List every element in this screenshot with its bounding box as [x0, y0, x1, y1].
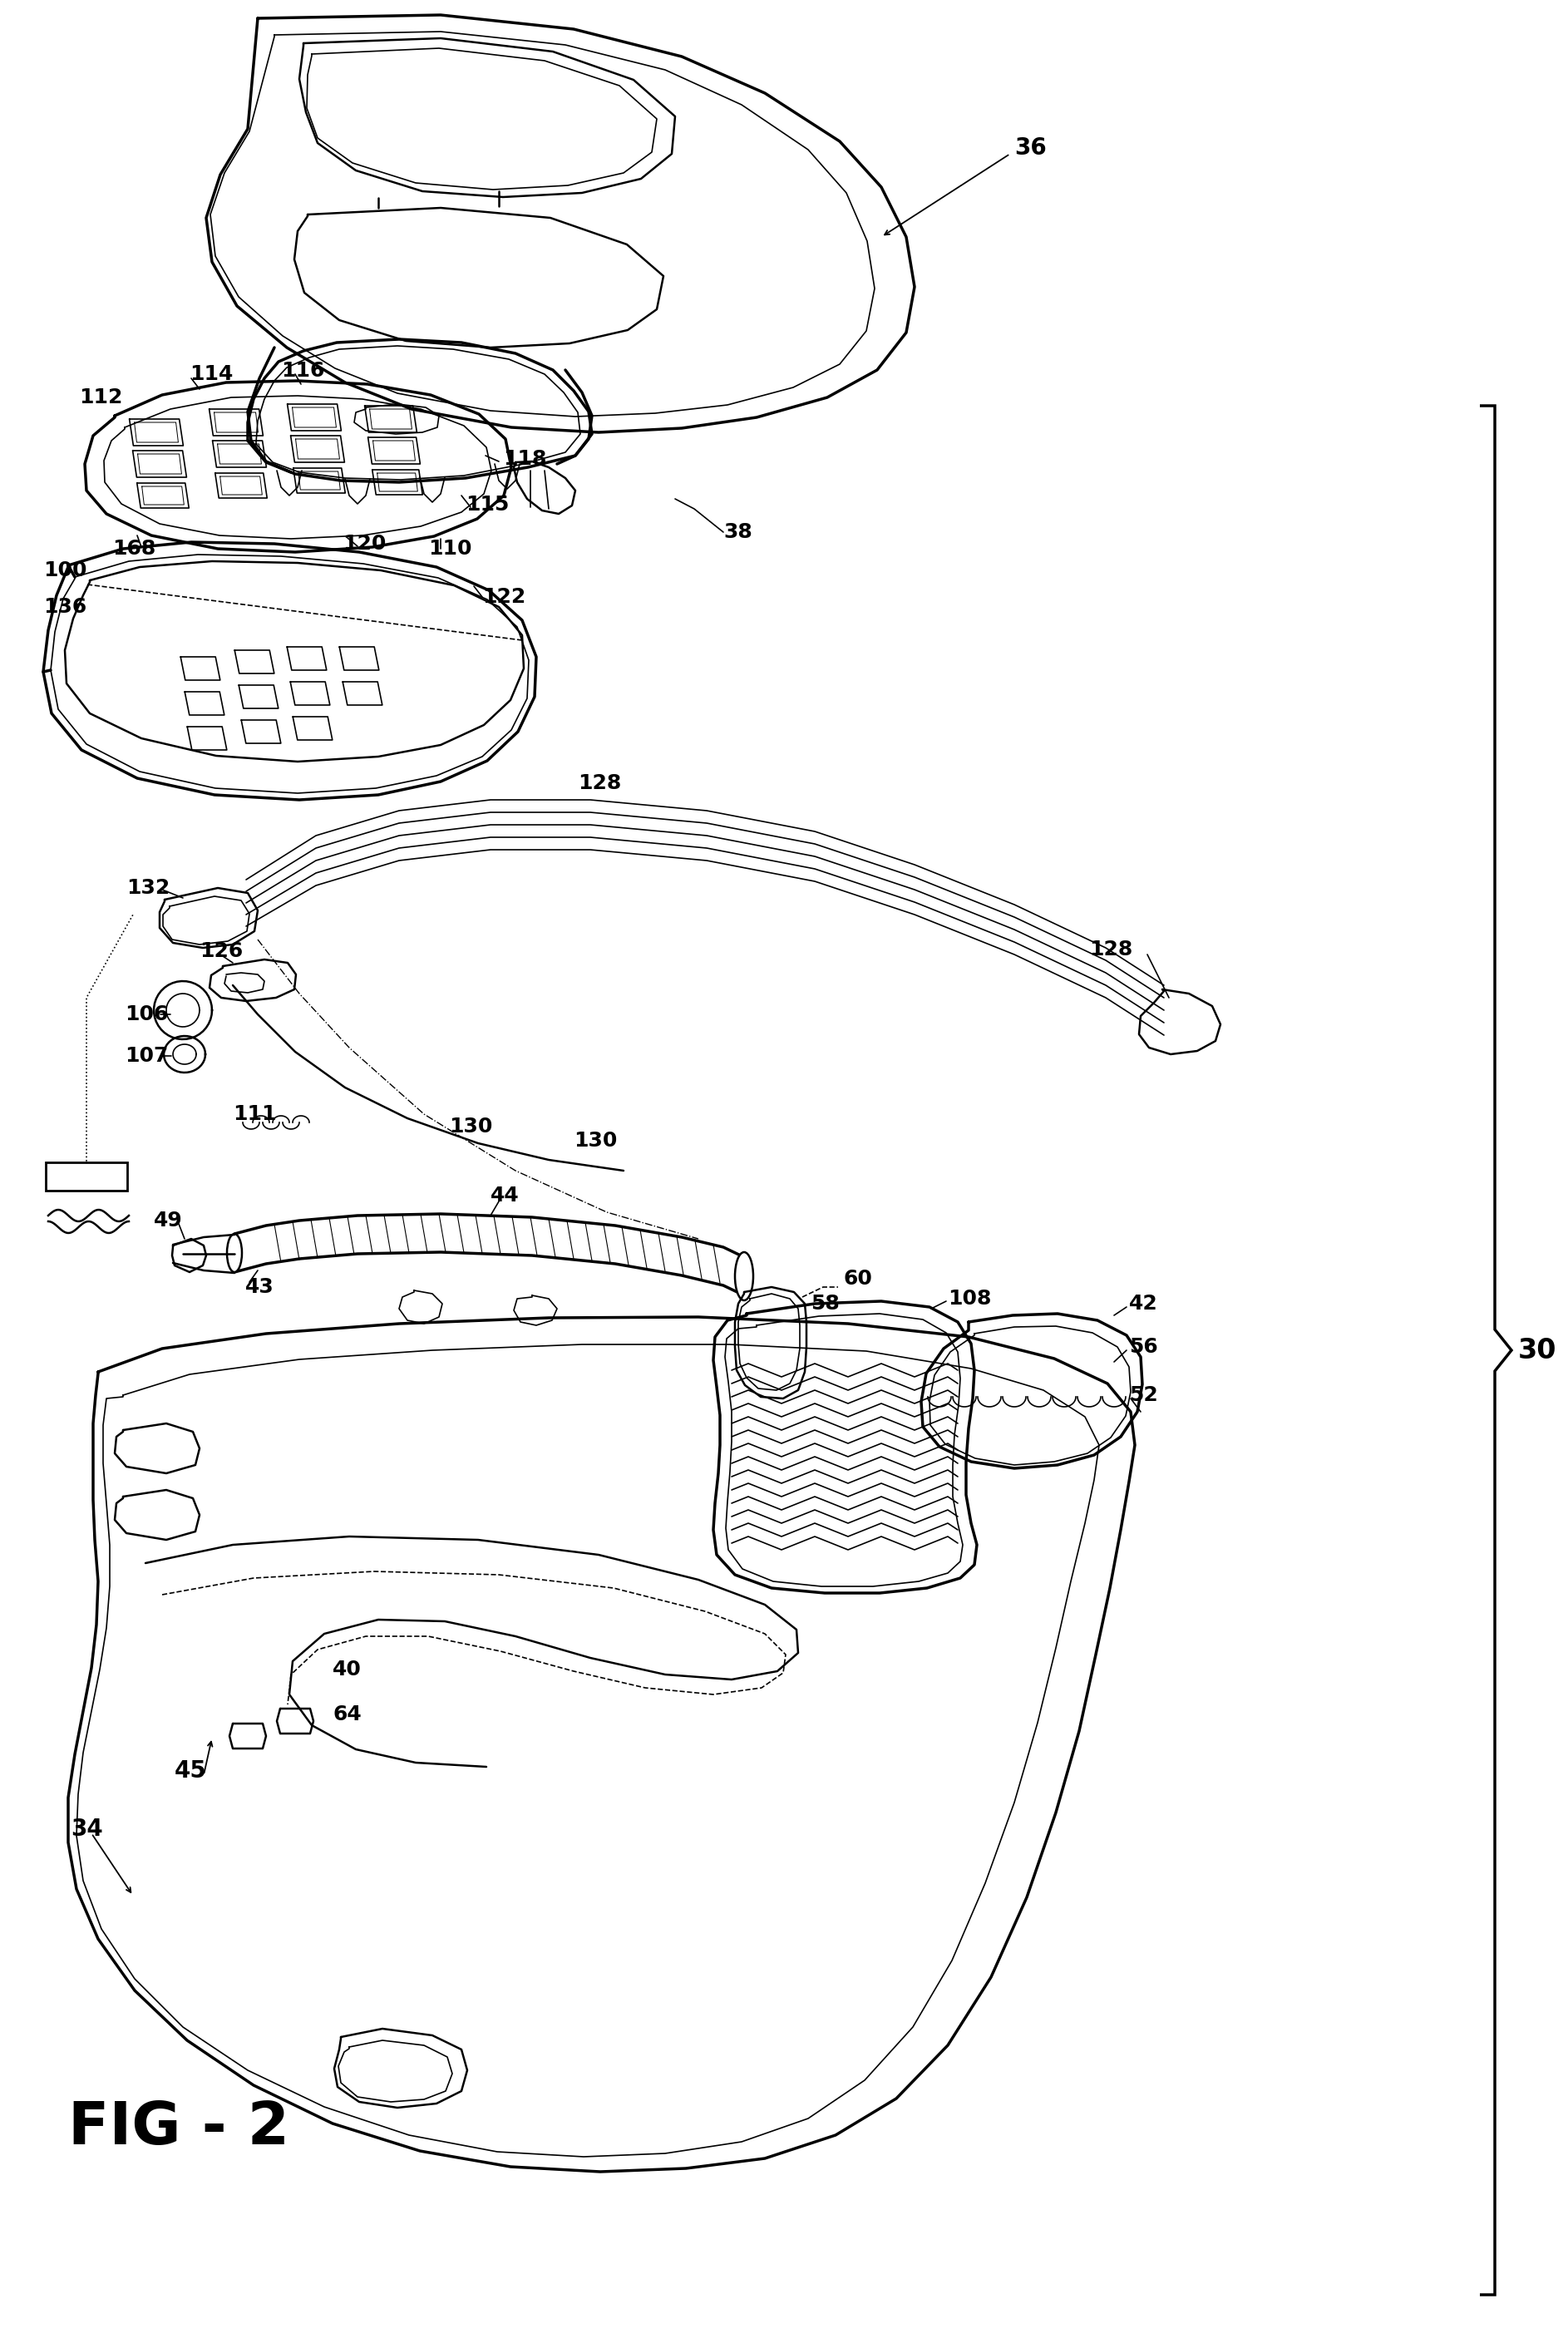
Text: 107: 107 — [125, 1045, 168, 1066]
Text: 36: 36 — [1014, 136, 1046, 159]
Text: 30: 30 — [1518, 1337, 1557, 1363]
Text: 45: 45 — [174, 1758, 207, 1782]
Text: 44: 44 — [491, 1185, 519, 1206]
Text: 116: 116 — [281, 360, 325, 381]
Text: 43: 43 — [245, 1277, 274, 1298]
Text: 60: 60 — [844, 1270, 873, 1288]
Text: 34: 34 — [71, 1817, 103, 1840]
Text: 112: 112 — [78, 388, 122, 407]
Text: 130: 130 — [448, 1118, 492, 1136]
Text: 122: 122 — [483, 587, 525, 608]
Text: 108: 108 — [947, 1288, 991, 1309]
Ellipse shape — [227, 1234, 241, 1272]
Text: 40: 40 — [332, 1660, 362, 1679]
Text: 136: 136 — [44, 596, 86, 617]
Text: 132: 132 — [127, 879, 169, 898]
Text: 115: 115 — [466, 496, 510, 514]
Text: 128: 128 — [579, 774, 621, 793]
Text: 64: 64 — [332, 1704, 362, 1725]
Text: 118: 118 — [503, 449, 547, 470]
Text: 42: 42 — [1129, 1293, 1157, 1314]
Text: 192: 192 — [63, 1164, 110, 1188]
Text: 110: 110 — [428, 538, 472, 559]
Text: 38: 38 — [723, 521, 753, 542]
Bar — [45, 1162, 127, 1190]
Text: 49: 49 — [154, 1211, 183, 1230]
Text: 58: 58 — [811, 1293, 839, 1314]
Text: 106: 106 — [125, 1005, 168, 1024]
Text: 120: 120 — [342, 533, 386, 554]
Text: 168: 168 — [113, 538, 155, 559]
Text: 128: 128 — [1090, 940, 1132, 959]
Text: 130: 130 — [574, 1132, 618, 1150]
Text: 52: 52 — [1129, 1384, 1157, 1405]
Text: 126: 126 — [199, 942, 243, 961]
Text: 100: 100 — [44, 561, 86, 580]
Text: FIG - 2: FIG - 2 — [67, 2100, 290, 2158]
Text: 114: 114 — [190, 365, 234, 383]
Text: 111: 111 — [232, 1104, 276, 1125]
Text: 56: 56 — [1129, 1337, 1157, 1356]
Ellipse shape — [735, 1253, 753, 1300]
